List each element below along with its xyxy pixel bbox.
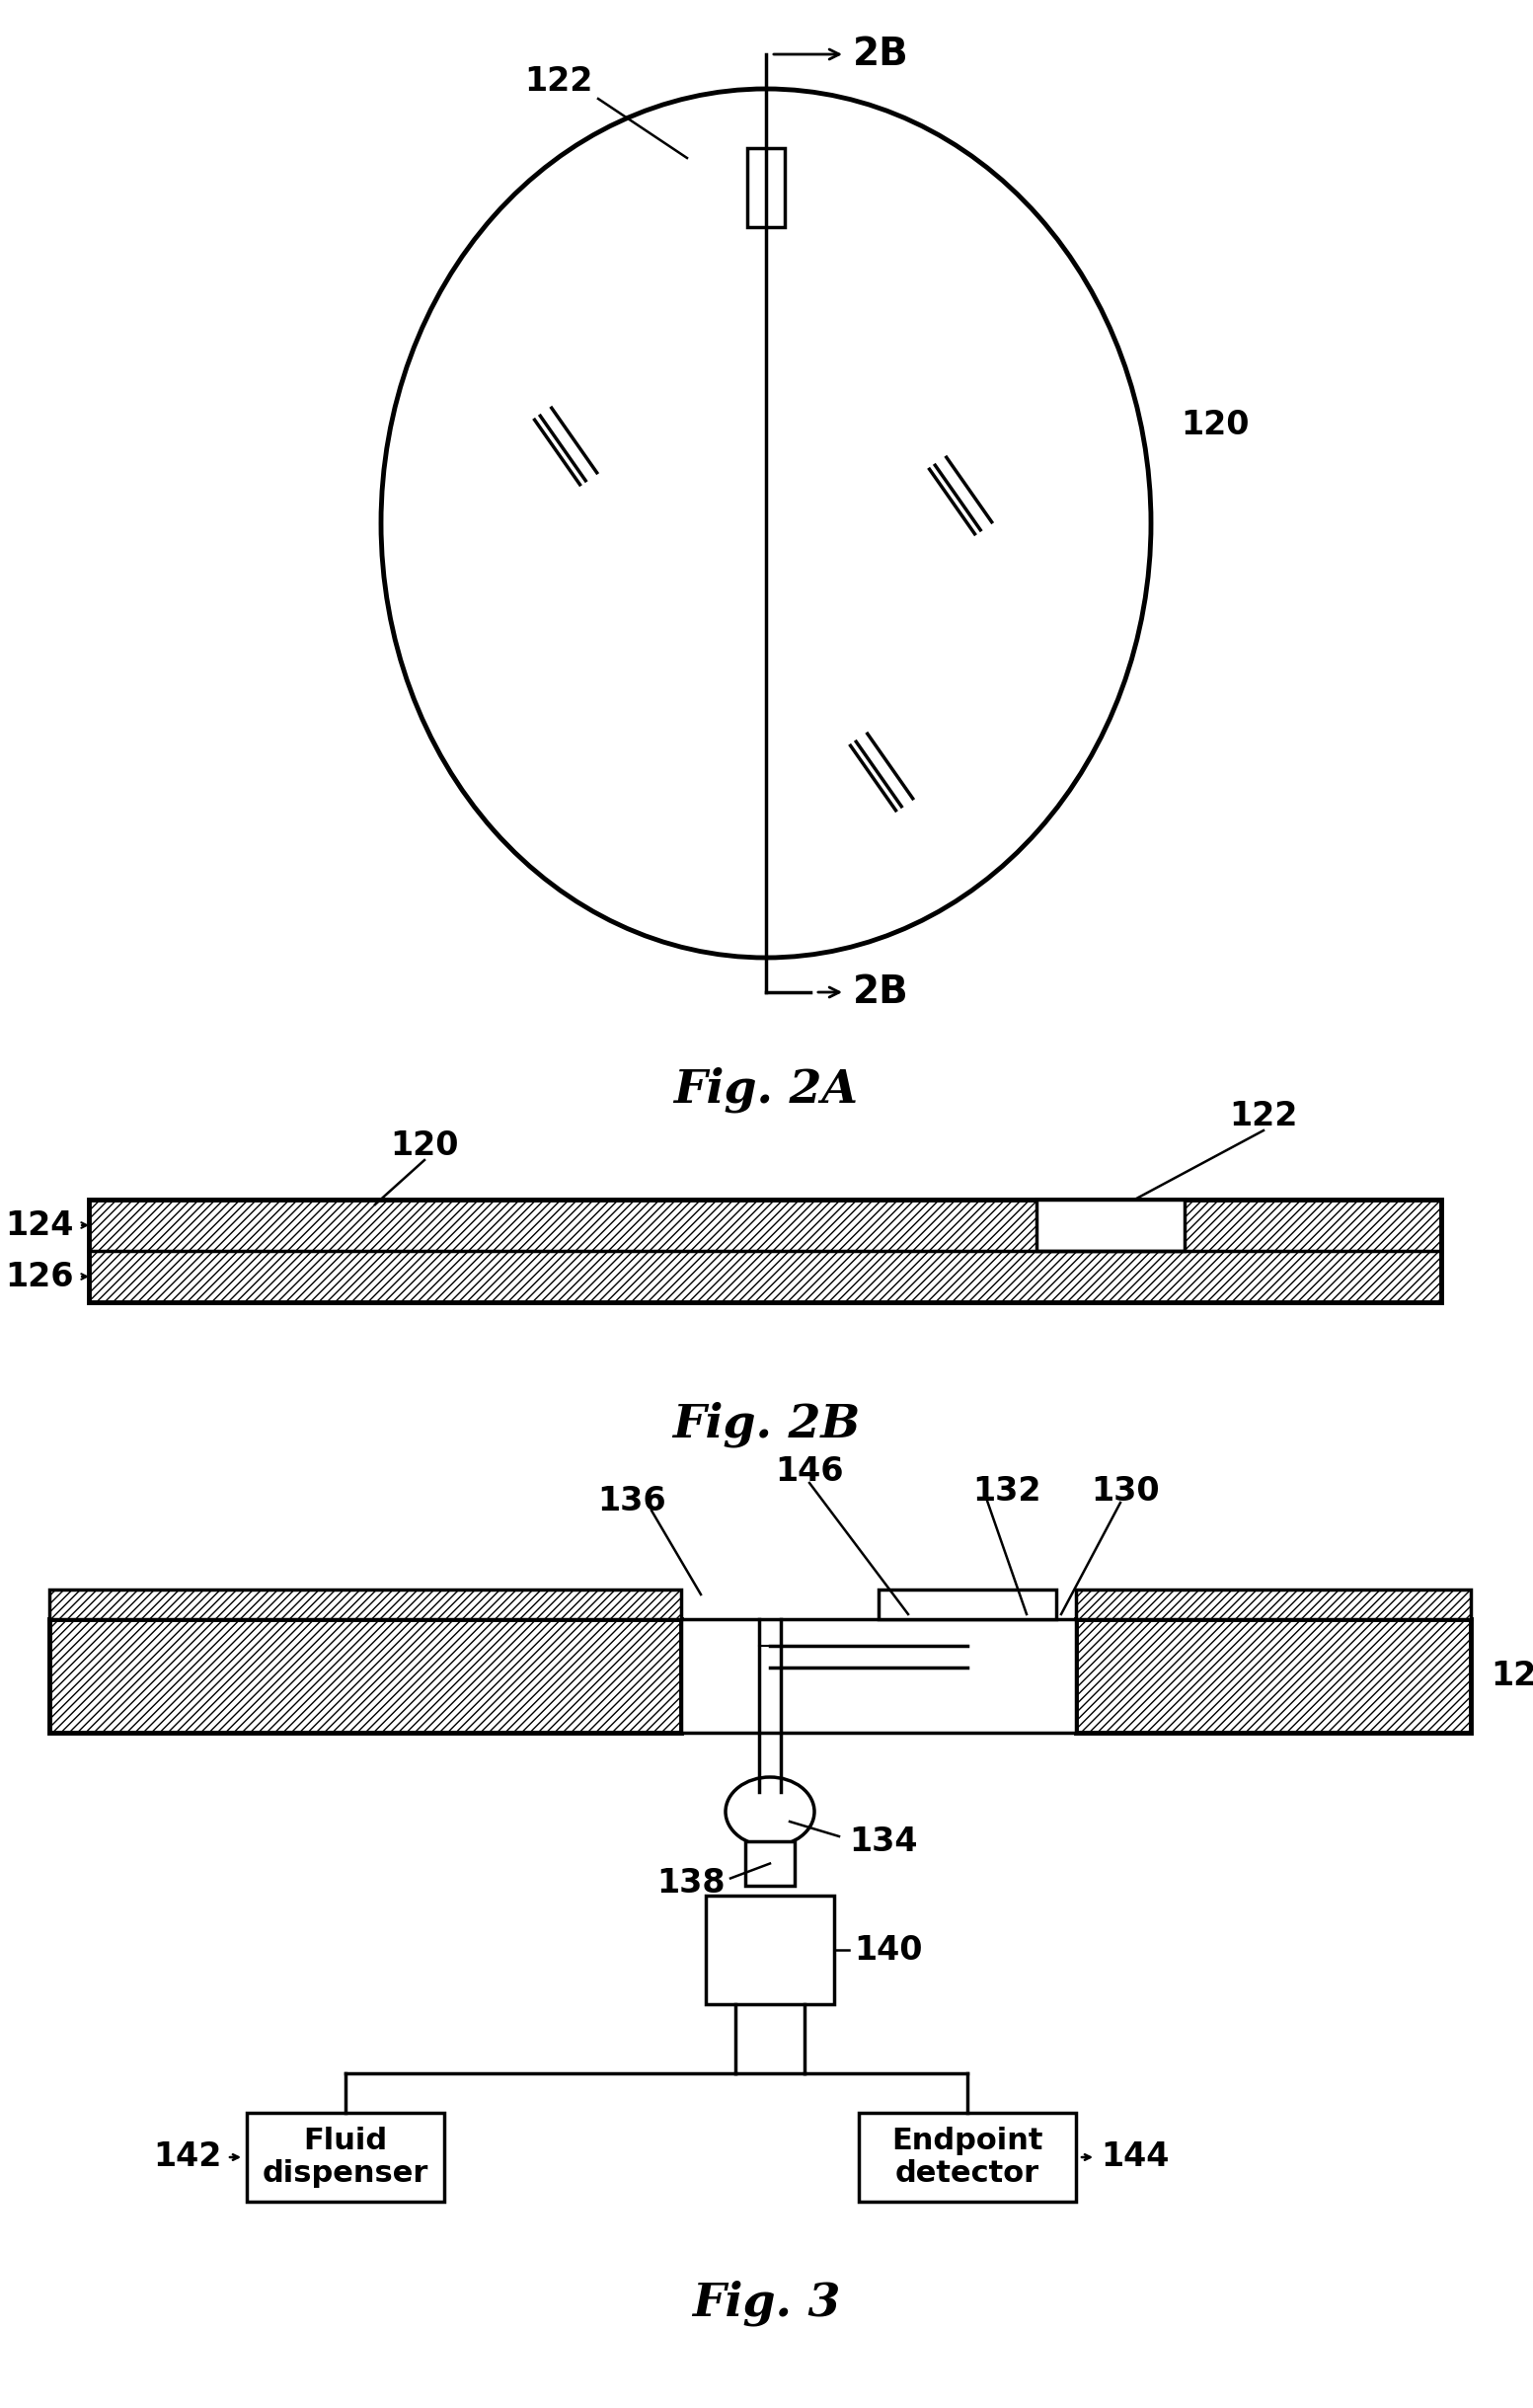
Bar (89, 1250, 1441, 1303)
Text: Fluid
dispenser: Fluid dispenser (262, 2126, 429, 2189)
Text: Fig. 2A: Fig. 2A (673, 1067, 858, 1112)
Text: 142: 142 (153, 2141, 222, 2174)
Bar (1185, 1199, 1441, 1250)
Bar (1036, 1199, 1185, 1250)
Text: 122: 122 (524, 65, 593, 96)
Bar (49, 1589, 681, 1618)
Text: 134: 134 (849, 1825, 918, 1857)
Bar (858, 2112, 1076, 2201)
Text: 128: 128 (1490, 1659, 1533, 1693)
Bar (89, 1199, 1036, 1250)
Text: 144: 144 (1101, 2141, 1170, 2174)
Bar (1076, 1618, 1470, 1734)
Text: 120: 120 (1180, 409, 1249, 441)
Bar (247, 2112, 445, 2201)
Text: 126: 126 (6, 1259, 74, 1293)
Text: 2B: 2B (852, 36, 909, 72)
Text: 124: 124 (6, 1209, 74, 1243)
Text: Fig. 3: Fig. 3 (691, 2280, 840, 2326)
Text: 132: 132 (972, 1474, 1041, 1507)
Bar (681, 1618, 1076, 1734)
Text: Endpoint
detector: Endpoint detector (892, 2126, 1042, 2189)
Bar (705, 1895, 834, 2003)
Bar (745, 1842, 794, 1885)
Text: 140: 140 (854, 1934, 923, 1967)
Text: 130: 130 (1091, 1474, 1159, 1507)
Bar (1076, 1589, 1470, 1618)
Text: 146: 146 (776, 1454, 843, 1488)
Text: 122: 122 (1229, 1100, 1298, 1132)
Bar (49, 1618, 681, 1734)
Text: 136: 136 (598, 1483, 667, 1517)
Text: 2B: 2B (852, 973, 909, 1011)
Text: 138: 138 (656, 1866, 725, 1900)
Text: Fig. 2B: Fig. 2B (671, 1401, 860, 1447)
Bar (747, 149, 785, 226)
Text: 120: 120 (391, 1129, 458, 1161)
Bar (89, 1199, 1441, 1303)
Bar (878, 1589, 1056, 1618)
Ellipse shape (725, 1777, 814, 1847)
